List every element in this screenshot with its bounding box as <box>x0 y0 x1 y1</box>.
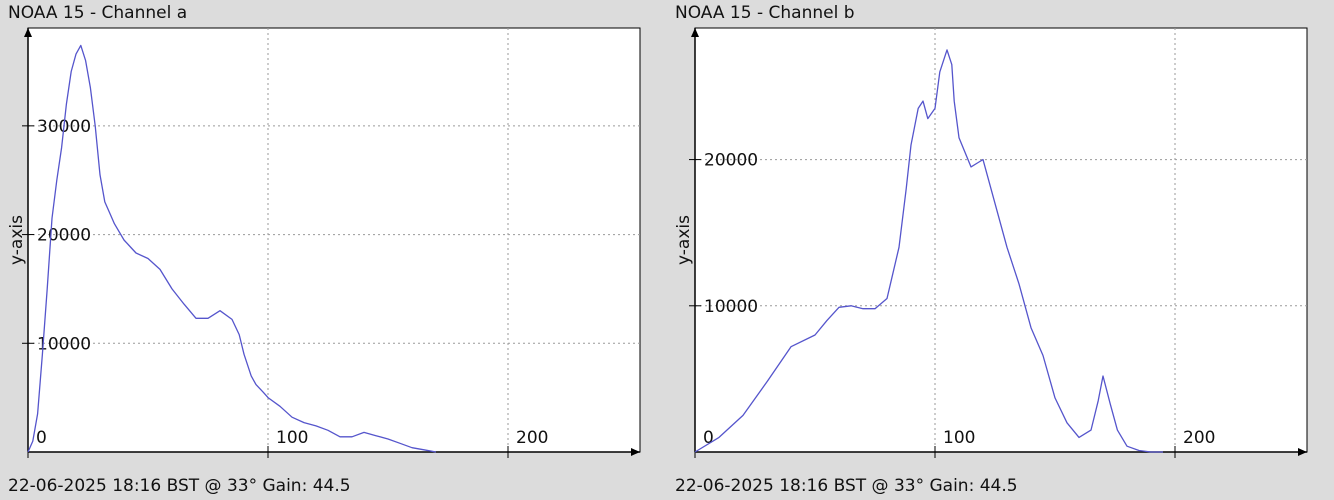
chart-title: NOAA 15 - Channel a <box>8 3 188 23</box>
x-axis-arrow <box>1298 448 1307 456</box>
plot-area <box>27 27 641 453</box>
y-tick-label: 10000 <box>37 334 91 354</box>
chart-caption: 22-06-2025 18:16 BST @ 33° Gain: 44.5 <box>675 476 1018 496</box>
x-axis-arrow <box>631 448 640 456</box>
y-tick-label: 20000 <box>704 151 758 171</box>
y-axis-arrow <box>24 28 32 37</box>
series-line <box>27 44 437 453</box>
chart-title: NOAA 15 - Channel b <box>675 3 855 23</box>
x-tick-label: 0 <box>703 428 714 448</box>
chart-panel-channel-b: NOAA 15 - Channel b 0 100 200 10000 20000 y-a… <box>667 0 1334 500</box>
y-tick-label: 20000 <box>37 226 91 246</box>
x-tick-label: 100 <box>943 428 975 448</box>
y-axis-arrow <box>691 28 699 37</box>
y-tick-label: 10000 <box>704 297 758 317</box>
y-axis-title: y-axis <box>7 215 27 265</box>
y-axis-title: y-axis <box>674 215 694 265</box>
x-tick-label: 200 <box>1183 428 1215 448</box>
chart-caption: 22-06-2025 18:16 BST @ 33° Gain: 44.5 <box>8 476 351 496</box>
plot-area <box>694 27 1308 453</box>
x-tick-label: 100 <box>276 428 308 448</box>
chart-panel-channel-a: NOAA 15 - Channel a 0 100 200 10000 20000 300… <box>7 3 641 496</box>
x-tick-label: 0 <box>36 428 47 448</box>
x-tick-label: 200 <box>516 428 548 448</box>
series-line <box>694 49 1163 453</box>
chart-plot-channel-b: 0 100 200 10000 20000 y-axis <box>674 27 1308 458</box>
